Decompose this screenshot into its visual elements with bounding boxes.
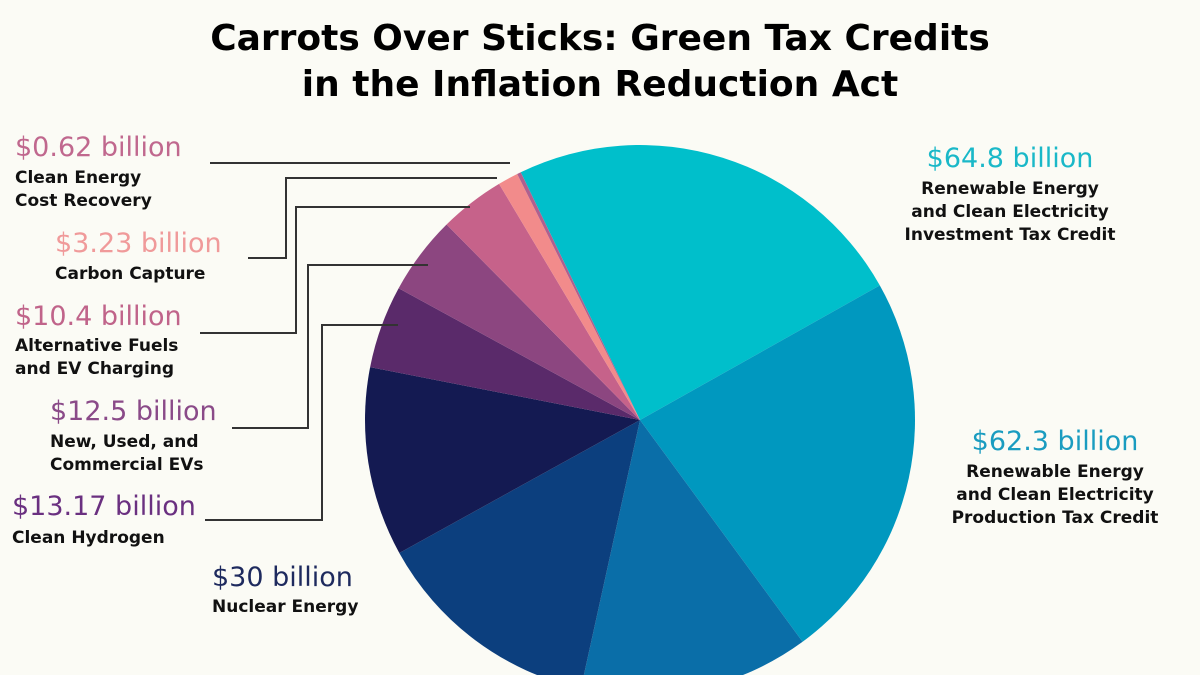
pie-slice bbox=[446, 183, 640, 420]
chart-title: Carrots Over Sticks: Green Tax Credits bbox=[210, 18, 990, 59]
pie-slice bbox=[517, 172, 640, 420]
leader-line bbox=[200, 206, 470, 334]
value-label: $0.62 billion bbox=[15, 132, 182, 163]
category-label: New, Used, and bbox=[50, 432, 199, 452]
value-label: $13.17 billion bbox=[12, 491, 196, 522]
value-label: $3.23 billion bbox=[55, 228, 222, 259]
value-label: $62.3 billion bbox=[972, 426, 1139, 457]
category-label: Alternative Fuels bbox=[15, 336, 178, 356]
category-label: Renewable Energy bbox=[966, 462, 1144, 482]
category-label: Investment Tax Credit bbox=[905, 225, 1116, 245]
leader-line bbox=[248, 177, 497, 259]
category-label: and Clean Electricity bbox=[911, 202, 1108, 222]
pie-slice bbox=[365, 367, 640, 553]
pie-slice bbox=[399, 420, 640, 675]
category-label: Nuclear Energy bbox=[212, 597, 358, 617]
leader-line bbox=[232, 264, 428, 429]
category-label: Production Tax Credit bbox=[952, 508, 1159, 528]
pie-slice bbox=[370, 288, 640, 420]
value-label: $30 billion bbox=[212, 562, 353, 593]
category-label: Cost Recovery bbox=[15, 191, 152, 211]
category-label: Clean Hydrogen bbox=[12, 528, 165, 548]
pie-slice bbox=[398, 224, 640, 420]
category-label: and EV Charging bbox=[15, 359, 174, 379]
pie-slice bbox=[583, 420, 803, 675]
category-label: Carbon Capture bbox=[55, 264, 205, 284]
value-label: $10.4 billion bbox=[15, 301, 182, 332]
value-label: $64.8 billion bbox=[927, 143, 1094, 174]
pie-slice bbox=[520, 144, 880, 420]
leader-line bbox=[205, 324, 398, 521]
category-label: Renewable Energy bbox=[921, 179, 1099, 199]
pie-slice bbox=[499, 173, 640, 420]
chart-title: in the Inflation Reduction Act bbox=[302, 64, 898, 105]
pie bbox=[365, 144, 915, 675]
category-label: and Clean Electricity bbox=[956, 485, 1153, 505]
pie-slice bbox=[640, 285, 915, 642]
category-label: Clean Energy bbox=[15, 168, 141, 188]
value-label: $12.5 billion bbox=[50, 396, 217, 427]
category-label: Commercial EVs bbox=[50, 455, 204, 475]
